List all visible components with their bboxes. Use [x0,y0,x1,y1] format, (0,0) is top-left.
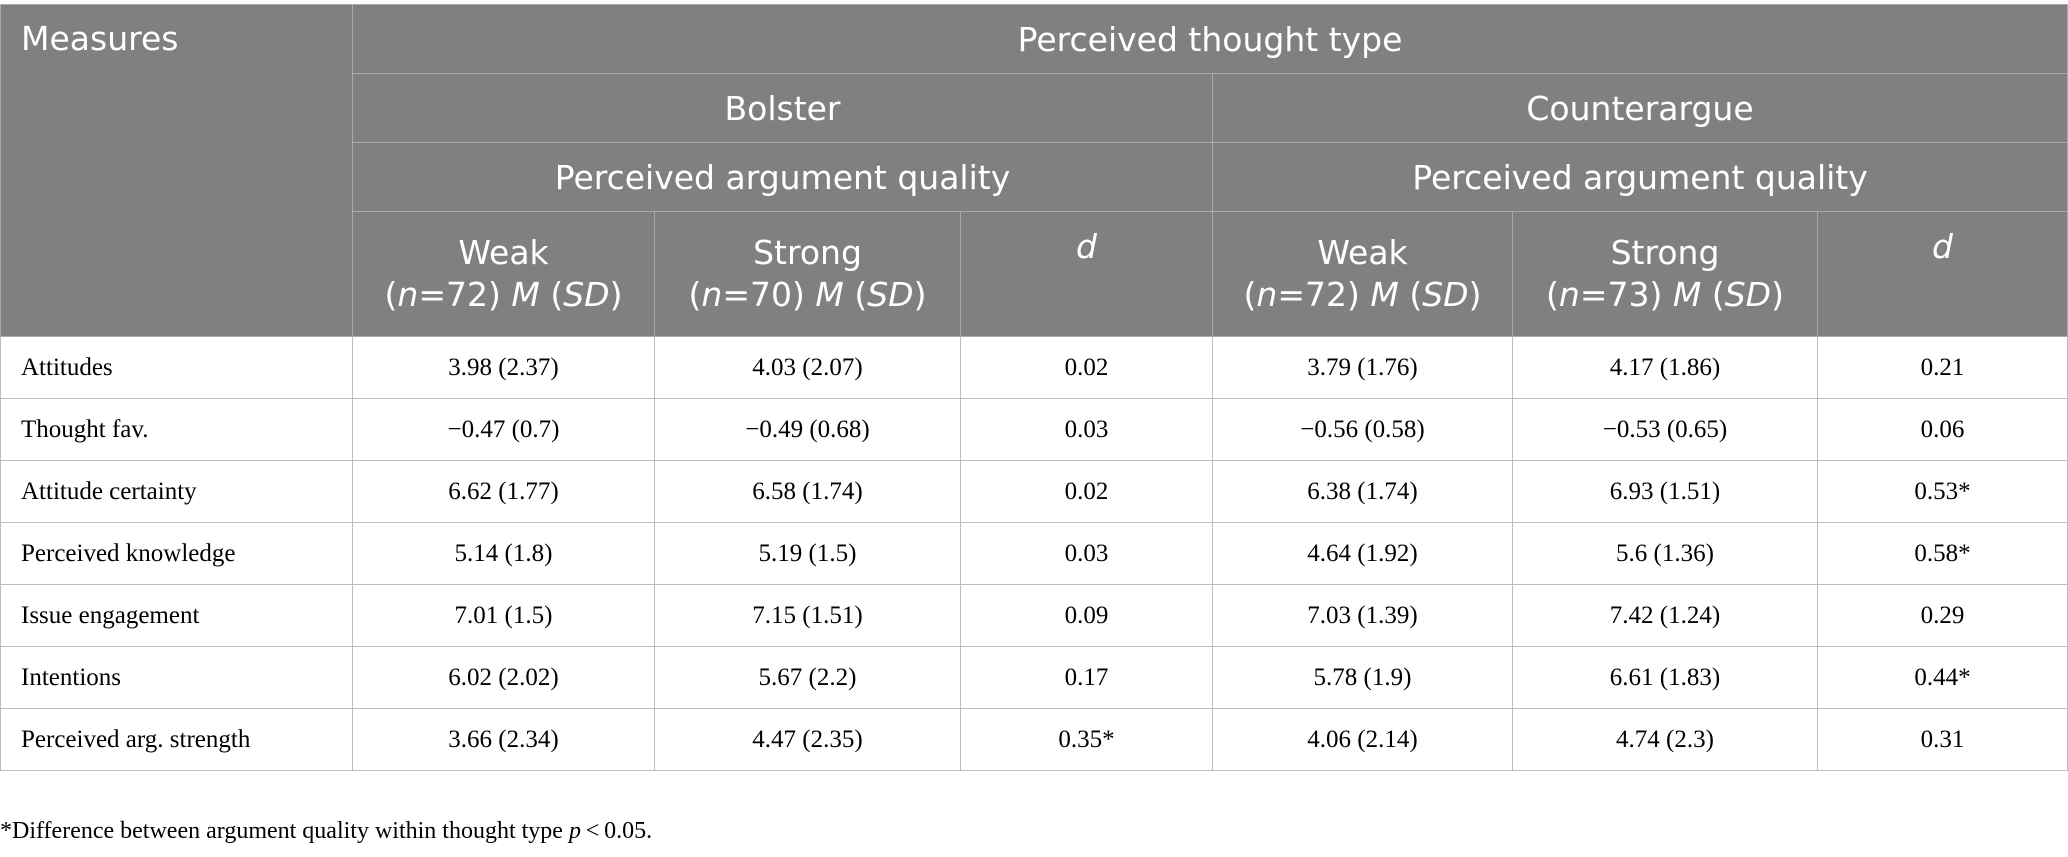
cell-counterargue-strong: −0.53 (0.65) [1512,398,1818,461]
group-header-counterargue: Counterargue [1211,73,2068,143]
cell-bolster-d: 0.02 [960,336,1213,399]
cell-counterargue-d: 0.29 [1816,584,2068,647]
results-table: Measures Perceived thought type Bolster … [0,4,2068,771]
cell-bolster-weak: 6.02 (2.02) [352,646,655,709]
cell-bolster-d: 0.17 [960,646,1213,709]
cell-bolster-weak: 3.66 (2.34) [352,708,655,771]
table-row: Attitudes 3.98 (2.37) 4.03 (2.07) 0.02 3… [0,336,2068,399]
table-row: Issue engagement 7.01 (1.5) 7.15 (1.51) … [0,584,2068,647]
cell-counterargue-weak: 4.64 (1.92) [1212,522,1513,585]
cell-counterargue-strong: 6.93 (1.51) [1512,460,1818,523]
cell-bolster-d: 0.09 [960,584,1213,647]
cell-counterargue-strong: 4.74 (2.3) [1512,708,1818,771]
row-label: Issue engagement [0,584,353,647]
cell-bolster-d: 0.02 [960,460,1213,523]
column-header-counterargue-strong: Strong (n=73) M (SD) [1512,211,1818,337]
quality-header-counterargue: Perceived argument quality [1211,142,2068,212]
table-row: Thought fav. −0.47 (0.7) −0.49 (0.68) 0.… [0,398,2068,461]
group-header-bolster: Bolster [352,73,1213,143]
cell-counterargue-d: 0.58* [1816,522,2068,585]
cell-counterargue-d: 0.53* [1816,460,2068,523]
cell-counterargue-strong: 7.42 (1.24) [1512,584,1818,647]
cell-counterargue-strong: 5.6 (1.36) [1512,522,1818,585]
cell-bolster-weak: 7.01 (1.5) [352,584,655,647]
cell-counterargue-weak: −0.56 (0.58) [1212,398,1513,461]
cell-bolster-strong: 4.47 (2.35) [654,708,961,771]
cell-counterargue-weak: 6.38 (1.74) [1212,460,1513,523]
table-header: Measures Perceived thought type Bolster … [0,4,2068,337]
table-footnote: *Difference between argument quality wit… [0,818,653,844]
cell-counterargue-strong: 6.61 (1.83) [1512,646,1818,709]
cell-bolster-d: 0.03 [960,522,1213,585]
cell-bolster-d: 0.03 [960,398,1213,461]
column-header-bolster-weak: Weak (n=72) M (SD) [352,211,655,337]
cell-counterargue-d: 0.44* [1816,646,2068,709]
cell-bolster-weak: 5.14 (1.8) [352,522,655,585]
cell-counterargue-d: 0.21 [1816,336,2068,399]
cell-bolster-weak: −0.47 (0.7) [352,398,655,461]
row-label: Intentions [0,646,353,709]
table-row: Intentions 6.02 (2.02) 5.67 (2.2) 0.17 5… [0,646,2068,709]
cell-bolster-weak: 3.98 (2.37) [352,336,655,399]
column-header-counterargue-weak: Weak (n=72) M (SD) [1212,211,1513,337]
row-label: Attitudes [0,336,353,399]
measures-column-header: Measures [0,4,353,337]
cell-counterargue-d: 0.06 [1816,398,2068,461]
cell-bolster-d: 0.35* [960,708,1213,771]
cell-bolster-strong: 5.67 (2.2) [654,646,961,709]
table-row: Attitude certainty 6.62 (1.77) 6.58 (1.7… [0,460,2068,523]
row-label: Thought fav. [0,398,353,461]
table-row: Perceived knowledge 5.14 (1.8) 5.19 (1.5… [0,522,2068,585]
cell-bolster-strong: 5.19 (1.5) [654,522,961,585]
results-table-container: Measures Perceived thought type Bolster … [0,4,2068,771]
column-header-bolster-strong: Strong (n=70) M (SD) [654,211,961,337]
column-header-bolster-d: d [960,211,1213,337]
cell-counterargue-weak: 7.03 (1.39) [1212,584,1513,647]
cell-counterargue-weak: 5.78 (1.9) [1212,646,1513,709]
row-label: Perceived knowledge [0,522,353,585]
thought-type-header: Perceived thought type [351,4,2068,74]
column-header-counterargue-d: d [1816,211,2068,337]
cell-counterargue-weak: 4.06 (2.14) [1212,708,1513,771]
table-row: Perceived arg. strength 3.66 (2.34) 4.47… [0,708,2068,771]
row-label: Attitude certainty [0,460,353,523]
table-body: Attitudes 3.98 (2.37) 4.03 (2.07) 0.02 3… [0,336,2068,771]
cell-bolster-strong: −0.49 (0.68) [654,398,961,461]
cell-bolster-weak: 6.62 (1.77) [352,460,655,523]
cell-bolster-strong: 4.03 (2.07) [654,336,961,399]
cell-bolster-strong: 6.58 (1.74) [654,460,961,523]
cell-bolster-strong: 7.15 (1.51) [654,584,961,647]
cell-counterargue-weak: 3.79 (1.76) [1212,336,1513,399]
quality-header-bolster: Perceived argument quality [352,142,1213,212]
row-label: Perceived arg. strength [0,708,353,771]
cell-counterargue-d: 0.31 [1816,708,2068,771]
cell-counterargue-strong: 4.17 (1.86) [1512,336,1818,399]
